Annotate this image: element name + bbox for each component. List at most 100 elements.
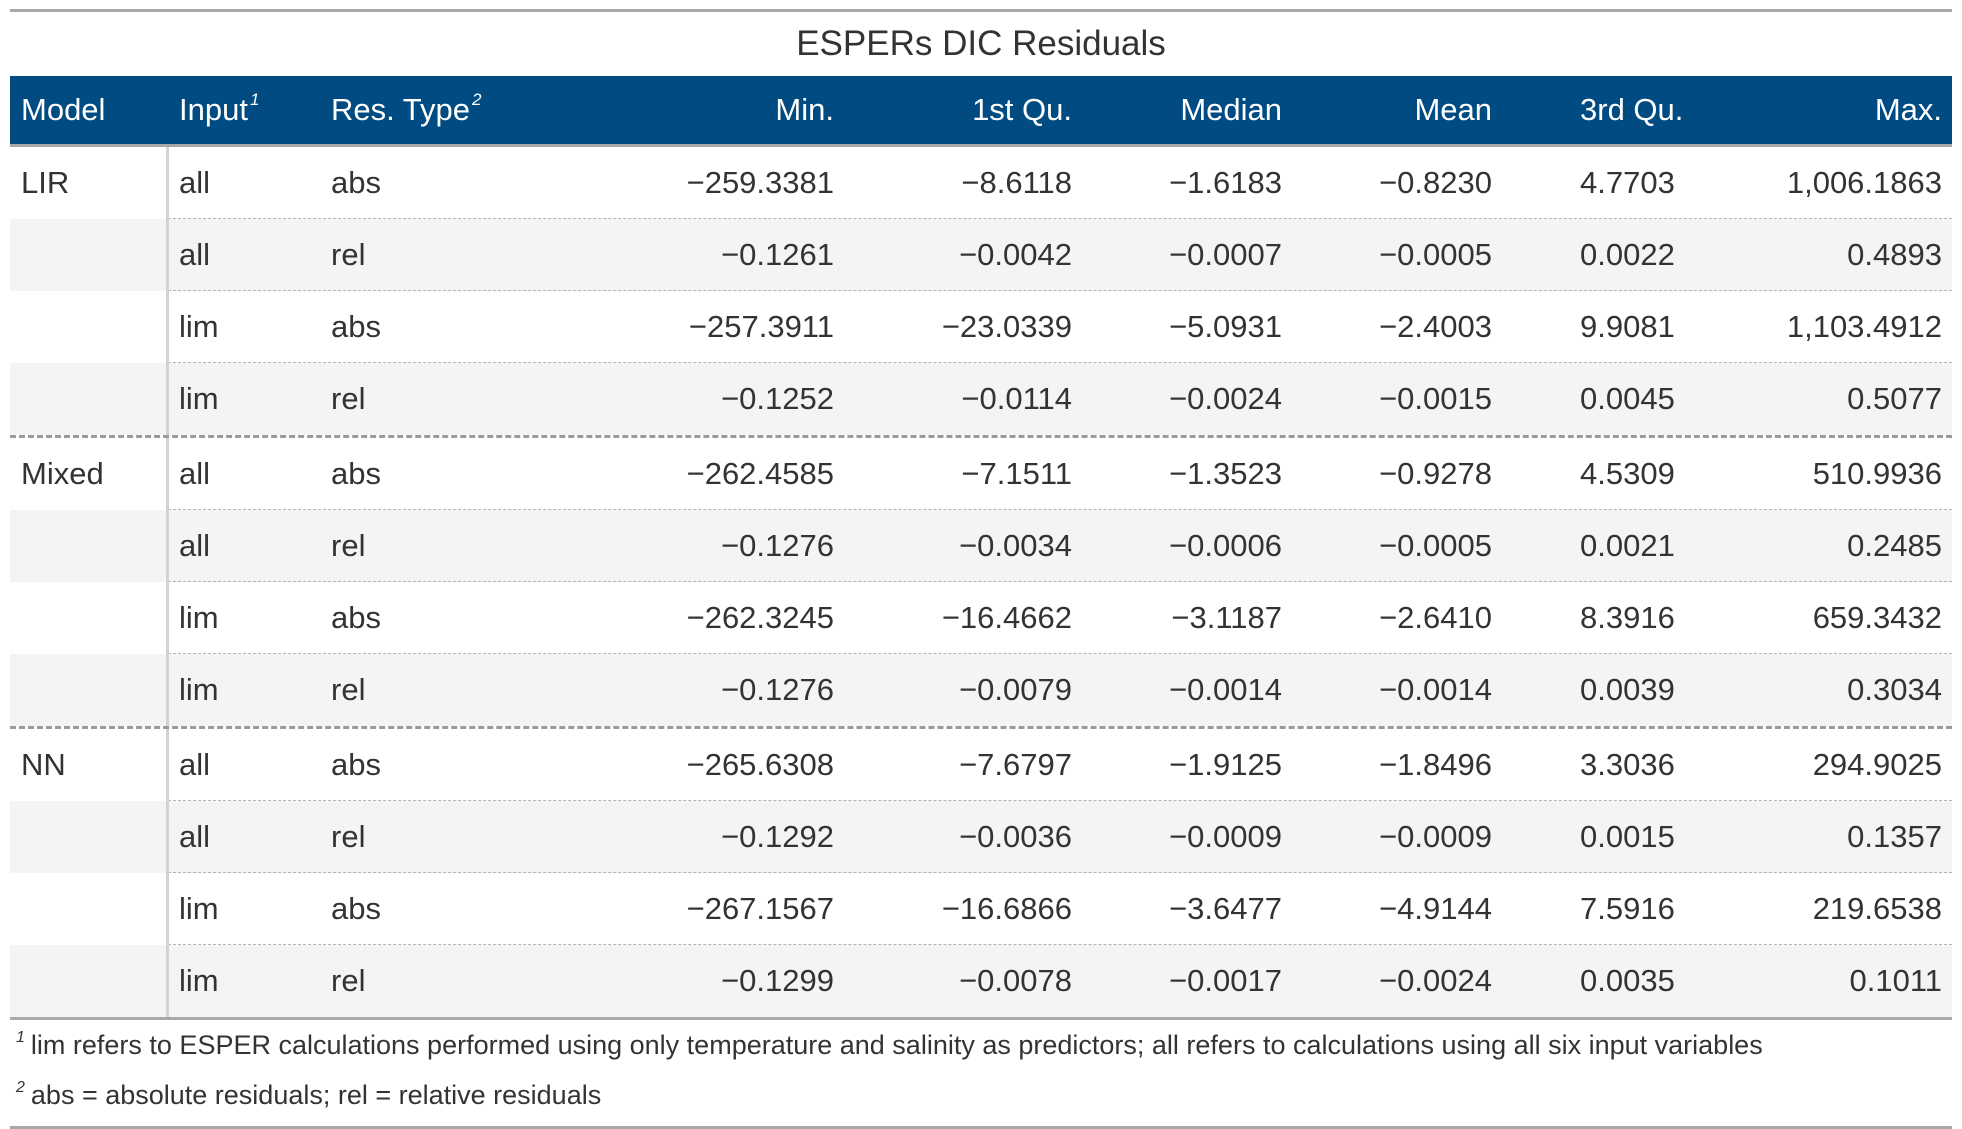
cell-res-type: abs	[331, 891, 381, 926]
cell-input: lim	[179, 891, 219, 926]
cell-max: 294.9025	[1812, 747, 1942, 782]
cell-max: 659.3432	[1812, 600, 1942, 635]
header-model: Model	[21, 92, 106, 127]
cell-q3: 0.0039	[1580, 672, 1675, 707]
header-q3: 3rd Qu.	[1580, 92, 1684, 127]
cell-input: all	[179, 528, 211, 563]
cell-input: all	[179, 237, 211, 272]
cell-max: 0.5077	[1847, 381, 1942, 416]
model-label: Mixed	[10, 438, 168, 510]
footnote-2-mark: 2	[16, 1079, 25, 1096]
cell-median: −0.0009	[1169, 819, 1282, 854]
cell-min: −0.1292	[721, 819, 834, 854]
cell-res-type: abs	[331, 165, 381, 200]
table-row: lim abs −267.1567 −16.6866 −3.6477 −4.9144 7.5…	[10, 873, 1952, 945]
cell-q1: −0.0078	[959, 963, 1072, 998]
cell-mean: −0.0009	[1379, 819, 1492, 854]
cell-q1: −0.0036	[959, 819, 1072, 854]
header-input: Input 1	[168, 90, 317, 128]
cell-q1: −8.6118	[961, 165, 1072, 200]
model-label: LIR	[10, 147, 168, 219]
header-res-type: Res. Type 2	[317, 91, 517, 128]
cell-q3: 4.5309	[1580, 456, 1675, 491]
table-title: ESPERs DIC Residuals	[796, 24, 1166, 63]
table-row: lim rel −0.1276 −0.0079 −0.0014 −0.0014 0.0039…	[10, 654, 1952, 726]
model-label: NN	[10, 729, 168, 801]
cell-max: 510.9936	[1812, 456, 1942, 491]
table-row: all abs −262.4585 −7.1511 −1.3523 −0.9278 4.53…	[10, 438, 1952, 510]
cell-max: 0.1357	[1847, 819, 1942, 854]
cell-max: 0.1011	[1849, 963, 1942, 998]
footnote-2-text: abs = absolute residuals; rel = relative…	[30, 1080, 602, 1110]
cell-median: −0.0014	[1169, 672, 1282, 707]
cell-q3: 0.0045	[1580, 381, 1675, 416]
cell-input: all	[179, 819, 211, 854]
header-bottom-rule	[10, 144, 1952, 147]
cell-min: −262.3245	[686, 600, 834, 635]
cell-input: lim	[179, 963, 219, 998]
cell-max: 0.2485	[1847, 528, 1942, 563]
cell-median: −3.6477	[1169, 891, 1282, 926]
stub-divider	[166, 147, 169, 435]
cell-q3: 0.0021	[1580, 528, 1675, 563]
row-group: all abs −259.3381 −8.6118 −1.6183 −0.8230 4.77…	[10, 147, 1952, 435]
cell-min: −0.1299	[721, 963, 834, 998]
table-bottom-rule	[10, 1017, 1952, 1020]
cell-input: lim	[179, 381, 219, 416]
cell-mean: −4.9144	[1379, 891, 1492, 926]
cell-res-type: abs	[331, 747, 381, 782]
header-mean: Mean	[1414, 92, 1492, 127]
cell-max: 1,103.4912	[1786, 309, 1942, 344]
cell-min: −267.1567	[686, 891, 834, 926]
cell-res-type: rel	[331, 963, 366, 998]
cell-min: −0.1252	[721, 381, 834, 416]
cell-min: −0.1276	[721, 528, 834, 563]
table-row: all abs −265.6308 −7.6797 −1.9125 −1.8496 3.30…	[10, 729, 1952, 801]
cell-median: −0.0007	[1169, 237, 1282, 272]
cell-q1: −16.4662	[941, 600, 1072, 635]
row-divider	[168, 581, 1952, 582]
cell-mean: −0.0014	[1379, 672, 1492, 707]
cell-res-type: rel	[331, 528, 366, 563]
table-header-row: Model Input 1 Res. Type 2 Min. 1st Qu. Med…	[10, 76, 1952, 144]
header-min: Min.	[775, 92, 834, 127]
cell-input: all	[179, 747, 211, 782]
cell-min: −262.4585	[686, 456, 834, 491]
cell-res-type: abs	[331, 309, 381, 344]
cell-q3: 9.9081	[1580, 309, 1675, 344]
table-body: all abs −259.3381 −8.6118 −1.6183 −0.8230 4.77…	[10, 147, 1952, 1017]
cell-mean: −0.0005	[1379, 237, 1492, 272]
cell-res-type: rel	[331, 672, 366, 707]
cell-mean: −0.0024	[1379, 963, 1492, 998]
table-row: all rel −0.1292 −0.0036 −0.0009 −0.0009 0.0015…	[10, 801, 1952, 873]
cell-q3: 8.3916	[1580, 600, 1675, 635]
cell-median: −5.0931	[1169, 309, 1282, 344]
header-input-footnote-mark: 1	[249, 90, 260, 109]
footnote-1: 1 lim refers to ESPER calculations perfor…	[16, 1020, 1952, 1070]
cell-median: −1.6183	[1169, 165, 1282, 200]
header-q1: 1st Qu.	[972, 92, 1072, 127]
cell-q1: −7.6797	[959, 747, 1072, 782]
cell-q1: −7.1511	[961, 456, 1072, 491]
table-row: all abs −259.3381 −8.6118 −1.6183 −0.8230 4.77…	[10, 147, 1952, 219]
cell-mean: −0.9278	[1379, 456, 1492, 491]
row-divider	[168, 872, 1952, 873]
cell-input: all	[179, 456, 211, 491]
row-group: all abs −265.6308 −7.6797 −1.9125 −1.8496 3.30…	[10, 729, 1952, 1017]
table-row: lim abs −262.3245 −16.4662 −3.1187 −2.6410 8.3…	[10, 582, 1952, 654]
cell-q1: −0.0042	[959, 237, 1072, 272]
header-median: Median	[1180, 92, 1282, 127]
cell-q1: −0.0114	[961, 381, 1072, 416]
table-row: all rel −0.1261 −0.0042 −0.0007 −0.0005 0.0022…	[10, 219, 1952, 291]
row-divider	[168, 218, 1952, 219]
group-separator	[10, 435, 1952, 438]
cell-q1: −16.6866	[941, 891, 1072, 926]
footnote-1-mark: 1	[16, 1029, 25, 1046]
cell-q3: 0.0022	[1580, 237, 1675, 272]
cell-q1: −0.0079	[959, 672, 1072, 707]
header-max: Max.	[1874, 92, 1942, 127]
cell-median: −1.3523	[1169, 456, 1282, 491]
row-group: all abs −262.4585 −7.1511 −1.3523 −0.9278 4.53…	[10, 438, 1952, 726]
cell-q3: 0.0015	[1580, 819, 1675, 854]
stub-divider	[166, 729, 169, 1017]
